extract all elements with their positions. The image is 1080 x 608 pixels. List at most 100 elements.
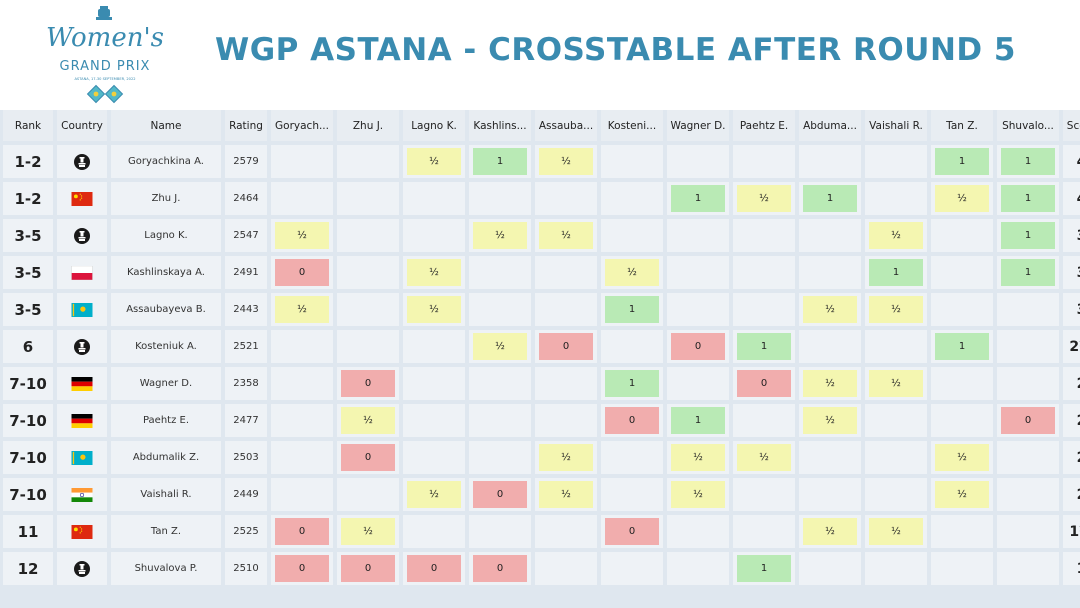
result-badge: 1 (671, 407, 725, 434)
result-cell: ½ (865, 293, 927, 326)
result-cell: 0 (601, 404, 663, 437)
result-cell: ½ (931, 182, 993, 215)
rank-label: 12 (17, 559, 39, 578)
result-cell (469, 367, 531, 400)
row-country (57, 441, 107, 474)
rating-label: 2477 (233, 415, 259, 426)
result-badge: 0 (539, 333, 593, 360)
result-cell: ½ (337, 404, 399, 437)
header-opponent-label: Assauba... (538, 119, 594, 132)
player-name-label: Kashlinskaya A. (127, 267, 205, 278)
result-badge: 0 (275, 259, 329, 286)
result-cell: ½ (865, 367, 927, 400)
result-badge: ½ (803, 370, 857, 397)
result-cell (865, 404, 927, 437)
result-cell (403, 182, 465, 215)
result-badge: 0 (605, 518, 659, 545)
result-badge: ½ (341, 407, 395, 434)
result-cell: 1 (997, 219, 1059, 252)
row-country (57, 293, 107, 326)
germany-flag-icon (71, 376, 93, 391)
result-badge: 0 (473, 481, 527, 508)
row-player-name: Kashlinskaya A. (111, 256, 221, 289)
header-opponent: Wagner D. (667, 110, 729, 141)
result-cell (271, 145, 333, 178)
result-cell: 1 (799, 182, 861, 215)
score-label: 2 (1077, 487, 1080, 503)
row-score: 2 (1063, 367, 1080, 400)
result-badge: 1 (1001, 185, 1055, 212)
header-opponent: Paehtz E. (733, 110, 795, 141)
score-label: 2½ (1069, 338, 1080, 355)
result-cell: 0 (337, 441, 399, 474)
result-cell (865, 182, 927, 215)
result-cell: ½ (271, 219, 333, 252)
score-label: 1½ (1069, 523, 1080, 540)
result-cell (997, 441, 1059, 474)
result-cell (337, 293, 399, 326)
result-cell (601, 182, 663, 215)
header-opponent: Vaishali R. (865, 110, 927, 141)
player-name-label: Zhu J. (151, 193, 181, 204)
row-score: 1 (1063, 552, 1080, 585)
row-score: 4 (1063, 145, 1080, 178)
row-rating: 2443 (225, 293, 267, 326)
score-label: 2 (1077, 450, 1080, 466)
result-badge: ½ (671, 444, 725, 471)
result-cell: ½ (865, 515, 927, 548)
result-cell: 1 (997, 145, 1059, 178)
china-flag-icon (71, 524, 93, 539)
result-cell (535, 515, 597, 548)
result-cell (337, 256, 399, 289)
header-rank: Rank (3, 110, 53, 141)
result-badge: 1 (605, 296, 659, 323)
row-rank: 3-5 (3, 219, 53, 252)
result-cell: 1 (733, 552, 795, 585)
row-player-name: Vaishali R. (111, 478, 221, 511)
result-badge: ½ (473, 333, 527, 360)
header-opponent-label: Kosteni... (607, 119, 657, 132)
header-opponent-label: Lagno K. (411, 119, 457, 132)
result-cell (667, 145, 729, 178)
result-cell (667, 293, 729, 326)
score-label: 3 (1077, 265, 1080, 281)
result-cell: 1 (865, 256, 927, 289)
svg-text:GRAND PRIX: GRAND PRIX (60, 59, 151, 74)
result-badge: 0 (341, 370, 395, 397)
result-badge: ½ (935, 444, 989, 471)
result-badge: 0 (605, 407, 659, 434)
result-cell: 0 (403, 552, 465, 585)
result-cell (799, 478, 861, 511)
header-opponent-label: Shuvalo... (1002, 119, 1054, 132)
header-opponent-label: Tan Z. (946, 119, 978, 132)
result-cell: 1 (733, 330, 795, 363)
header: Women's GRAND PRIX ASTANA, 17-30 SEPTEMB… (0, 0, 1080, 110)
result-cell (535, 367, 597, 400)
row-rating: 2477 (225, 404, 267, 437)
row-score: 3 (1063, 219, 1080, 252)
rank-label: 3-5 (14, 263, 42, 282)
germany-flag-icon (71, 413, 93, 428)
result-cell (733, 219, 795, 252)
result-badge: 0 (473, 555, 527, 582)
result-cell (667, 367, 729, 400)
result-cell: 1 (997, 182, 1059, 215)
result-badge: ½ (803, 296, 857, 323)
result-badge: 0 (341, 555, 395, 582)
row-score: 3 (1063, 256, 1080, 289)
score-label: 3 (1077, 228, 1080, 244)
header-score: Score (1063, 110, 1080, 141)
header-opponent: Zhu J. (337, 110, 399, 141)
rating-label: 2547 (233, 230, 259, 241)
player-name-label: Tan Z. (150, 526, 182, 537)
result-badge: 0 (671, 333, 725, 360)
result-cell (601, 330, 663, 363)
result-badge: 0 (737, 370, 791, 397)
header-opponent: Abduma... (799, 110, 861, 141)
player-name-label: Vaishali R. (140, 489, 192, 500)
result-badge: ½ (341, 518, 395, 545)
row-player-name: Goryachkina A. (111, 145, 221, 178)
result-cell (469, 515, 531, 548)
player-name-label: Wagner D. (139, 378, 193, 389)
score-label: 4 (1077, 191, 1080, 207)
